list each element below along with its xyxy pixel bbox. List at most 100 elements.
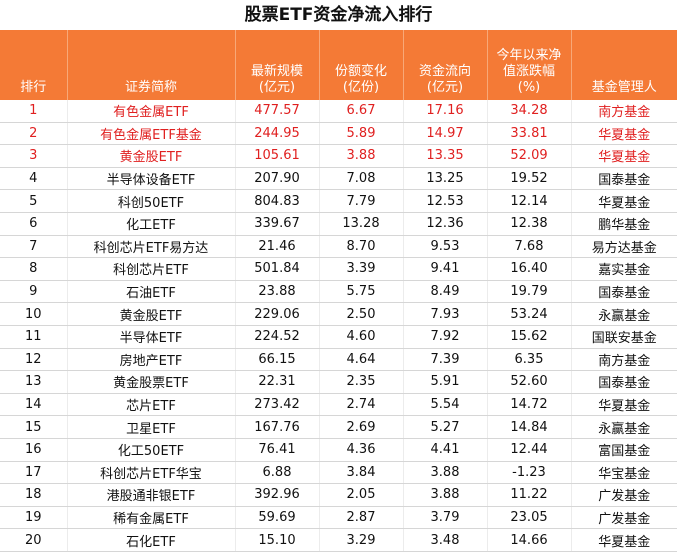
cell-flow: 7.93: [403, 302, 488, 326]
cell-rank: 2: [0, 122, 68, 146]
cell-name: 有色金属ETF基金: [67, 122, 236, 146]
header-manager: 基金管理人: [571, 30, 677, 100]
cell-rank: 1: [0, 100, 68, 123]
cell-flow: 8.49: [403, 280, 488, 304]
cell-scale: 6.88: [235, 461, 320, 485]
header-unit: (亿份): [342, 80, 380, 95]
cell-manager: 易方达基金: [571, 235, 677, 259]
cell-manager: 华夏基金: [571, 189, 677, 213]
cell-flow: 9.53: [403, 235, 488, 259]
header-unit: (%): [517, 80, 541, 95]
header-ytd: 今年以来净 值涨跌幅 (%): [487, 30, 572, 100]
cell-rank: 17: [0, 461, 68, 485]
cell-flow: 14.97: [403, 122, 488, 146]
cell-ytd: 14.84: [487, 415, 572, 439]
cell-rank: 13: [0, 370, 68, 394]
cell-rank: 6: [0, 212, 68, 236]
cell-name: 黄金股ETF: [67, 144, 236, 168]
header-label: 值涨跌幅: [502, 64, 555, 79]
cell-share-change: 5.75: [319, 280, 404, 304]
cell-manager: 华夏基金: [571, 528, 677, 552]
cell-manager: 南方基金: [571, 348, 677, 372]
table-row: 12 房地产ETF 66.15 4.64 7.39 6.35 南方基金: [0, 348, 677, 372]
cell-manager: 国泰基金: [571, 280, 677, 304]
cell-name: 科创芯片ETF易方达: [67, 235, 236, 259]
table-row: 13 黄金股票ETF 22.31 2.35 5.91 52.60 国泰基金: [0, 370, 677, 394]
cell-share-change: 3.84: [319, 461, 404, 485]
header-label: 资金流向: [418, 64, 471, 79]
cell-flow: 3.88: [403, 483, 488, 507]
cell-ytd: 52.60: [487, 370, 572, 394]
cell-ytd: 19.79: [487, 280, 572, 304]
cell-flow: 5.91: [403, 370, 488, 394]
cell-scale: 23.88: [235, 280, 320, 304]
table-row: 3 黄金股ETF 105.61 3.88 13.35 52.09 华夏基金: [0, 144, 677, 168]
cell-share-change: 3.29: [319, 528, 404, 552]
cell-ytd: 14.72: [487, 393, 572, 417]
cell-scale: 76.41: [235, 438, 320, 462]
header-flow: 资金流向 (亿元): [403, 30, 488, 100]
cell-ytd: 6.35: [487, 348, 572, 372]
cell-flow: 12.53: [403, 189, 488, 213]
cell-scale: 15.10: [235, 528, 320, 552]
table-row: 15 卫星ETF 167.76 2.69 5.27 14.84 永赢基金: [0, 415, 677, 439]
header-share-change: 份额变化 (亿份): [319, 30, 404, 100]
table-row: 4 半导体设备ETF 207.90 7.08 13.25 19.52 国泰基金: [0, 167, 677, 191]
cell-name: 化工50ETF: [67, 438, 236, 462]
cell-name: 石化ETF: [67, 528, 236, 552]
table-row: 7 科创芯片ETF易方达 21.46 8.70 9.53 7.68 易方达基金: [0, 235, 677, 259]
table-row: 11 半导体ETF 224.52 4.60 7.92 15.62 国联安基金: [0, 325, 677, 349]
cell-rank: 18: [0, 483, 68, 507]
cell-name: 半导体ETF: [67, 325, 236, 349]
cell-flow: 9.41: [403, 257, 488, 281]
cell-rank: 4: [0, 167, 68, 191]
cell-ytd: 12.44: [487, 438, 572, 462]
cell-scale: 207.90: [235, 167, 320, 191]
cell-scale: 167.76: [235, 415, 320, 439]
cell-share-change: 3.88: [319, 144, 404, 168]
cell-rank: 9: [0, 280, 68, 304]
table-row: 20 石化ETF 15.10 3.29 3.48 14.66 华夏基金: [0, 528, 677, 552]
header-row: 排行 证券简称 最新规模 (亿元) 份额变化 (亿份) 资金流向 (亿元) 今年以来净…: [0, 30, 677, 100]
cell-scale: 477.57: [235, 100, 320, 123]
cell-ytd: 52.09: [487, 144, 572, 168]
cell-share-change: 2.69: [319, 415, 404, 439]
cell-rank: 19: [0, 506, 68, 530]
cell-ytd: 7.68: [487, 235, 572, 259]
cell-rank: 11: [0, 325, 68, 349]
cell-scale: 105.61: [235, 144, 320, 168]
cell-flow: 17.16: [403, 100, 488, 123]
cell-manager: 国泰基金: [571, 167, 677, 191]
cell-flow: 13.25: [403, 167, 488, 191]
cell-name: 卫星ETF: [67, 415, 236, 439]
table-body: 1 有色金属ETF 477.57 6.67 17.16 34.28 南方基金 2 有色金属ETF…: [0, 100, 677, 552]
table-row: 10 黄金股ETF 229.06 2.50 7.93 53.24 永赢基金: [0, 302, 677, 326]
cell-scale: 66.15: [235, 348, 320, 372]
cell-ytd: 53.24: [487, 302, 572, 326]
header-label: 排行: [20, 80, 47, 95]
cell-share-change: 2.87: [319, 506, 404, 530]
cell-flow: 5.54: [403, 393, 488, 417]
cell-name: 稀有金属ETF: [67, 506, 236, 530]
cell-ytd: 15.62: [487, 325, 572, 349]
cell-name: 科创芯片ETF华宝: [67, 461, 236, 485]
table-row: 2 有色金属ETF基金 244.95 5.89 14.97 33.81 华夏基金: [0, 122, 677, 146]
cell-manager: 富国基金: [571, 438, 677, 462]
cell-share-change: 7.79: [319, 189, 404, 213]
cell-rank: 12: [0, 348, 68, 372]
cell-share-change: 4.60: [319, 325, 404, 349]
cell-manager: 鹏华基金: [571, 212, 677, 236]
cell-rank: 3: [0, 144, 68, 168]
cell-scale: 22.31: [235, 370, 320, 394]
cell-name: 科创50ETF: [67, 189, 236, 213]
cell-manager: 华夏基金: [571, 122, 677, 146]
etf-inflow-table: 排行 证券简称 最新规模 (亿元) 份额变化 (亿份) 资金流向 (亿元) 今年以来净…: [0, 30, 677, 552]
cell-flow: 3.48: [403, 528, 488, 552]
cell-manager: 永赢基金: [571, 302, 677, 326]
cell-name: 石油ETF: [67, 280, 236, 304]
cell-name: 港股通非银ETF: [67, 483, 236, 507]
cell-manager: 广发基金: [571, 483, 677, 507]
cell-ytd: 14.66: [487, 528, 572, 552]
table-title: 股票ETF资金净流入排行: [244, 5, 433, 25]
cell-scale: 21.46: [235, 235, 320, 259]
